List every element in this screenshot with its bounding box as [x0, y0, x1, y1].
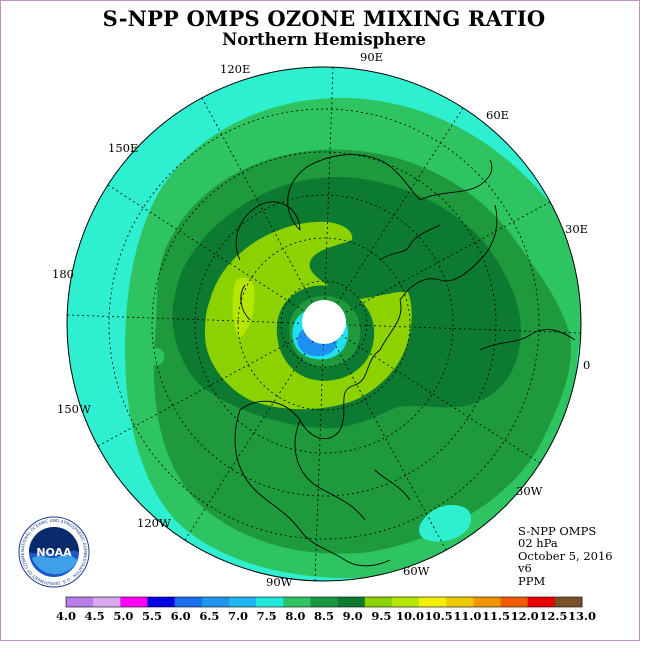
colorbar-tick-label: 5.0: [113, 609, 134, 623]
colorbar-swatch: [419, 597, 447, 607]
lon-label-90e: 90E: [360, 50, 384, 64]
colorbar-tick-label: 9.0: [342, 609, 363, 623]
colorbar-tick-label: 7.5: [256, 609, 277, 623]
pressure-level-label: 02 hPa: [518, 536, 558, 551]
colorbar-swatch: [364, 597, 393, 607]
lon-label-30e: 30E: [565, 222, 589, 236]
colorbar-swatch: [201, 597, 230, 607]
map-title: S-NPP OMPS OZONE MIXING RATIO: [102, 6, 546, 31]
colorbar-tick-label: 11.5: [481, 609, 511, 623]
colorbar-tick-label: 6.0: [170, 609, 191, 623]
colorbar-swatch: [283, 597, 311, 607]
coastlines: [234, 154, 576, 567]
colorbar-tick-label: 8.5: [313, 609, 335, 623]
colorbar-swatch: [256, 597, 284, 607]
colorbar: [65, 596, 583, 608]
west-green-patch: [150, 348, 165, 366]
lon-label-120w: 120W: [137, 516, 171, 530]
colorbar-tick-label: 9.5: [371, 609, 392, 623]
noaa-logo: NOAA NATIONAL OCEANIC AND ATMOSPHERIC AD…: [18, 516, 90, 588]
lon-label-90w: 90W: [266, 575, 293, 589]
ozone-field: [67, 67, 581, 581]
colorbar-swatch: [310, 597, 338, 607]
colorbar-tick-label: 8.0: [285, 609, 306, 623]
colorbar-swatch: [337, 597, 366, 607]
product-info: S-NPP OMPS 02 hPa October 5, 2016 v6 PPM: [518, 525, 613, 587]
graticule: [67, 67, 581, 581]
map-outline: [66, 66, 582, 582]
lon-label-120e: 120E: [220, 62, 251, 76]
colorbar-tick-label: 10.5: [424, 609, 453, 623]
lon-label-30w: 30W: [516, 484, 543, 498]
colorbar-swatch: [228, 597, 257, 607]
colorbar-tick-label: 13.0: [567, 609, 597, 623]
colorbar-tick-label: 4.0: [55, 609, 77, 623]
lon-label-150e: 150E: [108, 141, 139, 155]
map-subtitle: Northern Hemisphere: [222, 30, 426, 49]
colorbar-tick-label: 5.5: [141, 609, 163, 623]
colorbar-swatch: [66, 597, 94, 607]
colorbar-tick-label: 12.5: [539, 609, 568, 623]
colorbar-swatch: [174, 597, 203, 607]
colorbar-tick-label: 10.0: [395, 609, 425, 623]
colorbar-swatch: [120, 597, 148, 607]
colorbar-swatch: [473, 597, 501, 607]
colorbar-swatch: [554, 597, 583, 607]
version-label: v6: [518, 561, 532, 576]
colorbar-swatch: [527, 597, 556, 607]
colorbar-swatch: [93, 597, 121, 607]
instrument-label: S-NPP OMPS: [518, 524, 597, 538]
colorbar-swatch: [500, 597, 528, 607]
lon-label-60w: 60W: [403, 564, 430, 578]
lon-label-60e: 60E: [486, 108, 510, 122]
colorbar-tick-label: 4.5: [84, 609, 105, 623]
colorbar-swatch: [391, 597, 420, 607]
lon-label-150w: 150W: [57, 402, 91, 416]
colorbar-swatch: [446, 597, 474, 607]
atlantic-cyan-patch: [419, 505, 472, 542]
no-data-pole: [302, 300, 346, 344]
colorbar-tick-label: 6.5: [199, 609, 220, 623]
colorbar-tick-label: 11.0: [453, 609, 482, 623]
lon-label-180: 180: [52, 267, 74, 281]
pole-low-blue: [300, 330, 334, 356]
figure-border: [0, 0, 640, 641]
date-label: October 5, 2016: [518, 548, 613, 563]
colorbar-tick-label: 12.0: [510, 609, 539, 623]
colorbar-swatch: [147, 597, 175, 607]
lon-label-0: 0: [583, 358, 591, 372]
noaa-logo-text: NOAA: [36, 546, 72, 559]
units-label: PPM: [518, 573, 546, 588]
colorbar-outline: [65, 596, 583, 608]
colorbar-tick-label: 7.0: [227, 609, 249, 623]
